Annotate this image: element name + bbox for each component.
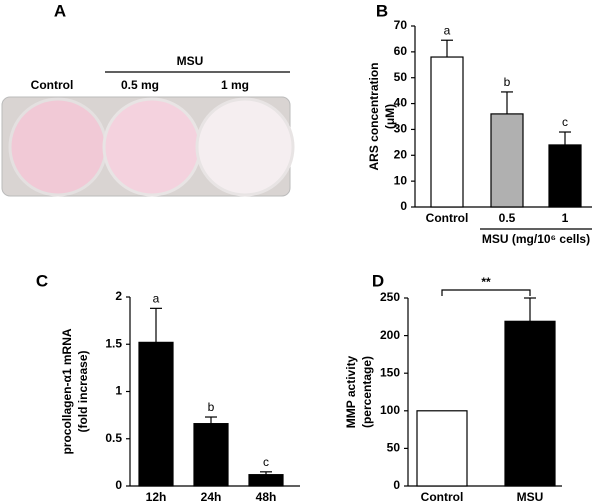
x-tick-label: 48h (256, 490, 277, 502)
panel-letter: C (36, 271, 48, 290)
well-1mg (195, 97, 295, 197)
bar (548, 144, 582, 208)
x-tick-label: 1 (562, 211, 569, 225)
bar (138, 341, 174, 487)
y-tick-label: 100 (380, 403, 400, 417)
bar (416, 410, 468, 487)
significance-letter: c (562, 115, 568, 129)
significance-letter: b (504, 75, 511, 89)
y-axis-label: procollagen-α1 mRNA (60, 328, 74, 454)
y-tick-label: 50 (387, 441, 401, 455)
y-tick-label: 40 (394, 96, 408, 110)
y-tick-label: 200 (380, 328, 400, 342)
y-tick-label: 30 (394, 122, 408, 136)
y-tick-label: 2 (115, 289, 122, 303)
y-tick-label: 150 (380, 365, 400, 379)
x-tick-label: 12h (146, 490, 167, 502)
y-tick-label: 0 (393, 478, 400, 492)
x-tick-label: Control (426, 211, 469, 225)
y-axis-label: MMP activity (344, 355, 358, 428)
y-axis-label: ARS concentration (367, 62, 381, 170)
panel-letter: D (372, 271, 384, 290)
bar (430, 56, 464, 208)
x-axis-label: MSU (mg/10⁶ cells) (482, 232, 590, 246)
y-tick-label: 0 (400, 199, 407, 213)
y-tick-label: 0 (115, 478, 122, 492)
y-axis-label: (percentage) (360, 356, 374, 428)
bar (248, 474, 284, 487)
significance-letter: b (208, 400, 215, 414)
y-axis-label: (μM) (383, 104, 397, 129)
significance-letter: c (263, 455, 269, 469)
x-tick-label: MSU (517, 490, 544, 502)
y-tick-label: 0.5 (105, 431, 122, 445)
y-tick-label: 10 (394, 173, 408, 187)
group-label: MSU (177, 54, 204, 68)
y-tick-label: 1 (115, 384, 122, 398)
bar (193, 423, 229, 487)
well-0-5mg (102, 97, 202, 197)
panel-letter: A (54, 1, 66, 20)
y-tick-label: 50 (394, 70, 408, 84)
x-tick-label: Control (421, 490, 464, 502)
y-tick-label: 20 (394, 147, 408, 161)
bar (490, 113, 524, 208)
well-label: 1 mg (221, 78, 249, 92)
significance-mark: ** (481, 275, 491, 289)
y-tick-label: 250 (380, 290, 400, 304)
y-axis-label: (fold increase) (76, 350, 90, 432)
well-control (8, 97, 108, 197)
y-tick-label: 70 (394, 18, 408, 32)
significance-bracket (441, 289, 531, 296)
x-tick-label: 0.5 (499, 211, 516, 225)
panel-letter: B (376, 1, 388, 20)
bar (504, 320, 556, 487)
y-tick-label: 1.5 (105, 336, 122, 350)
significance-letter: a (153, 292, 160, 306)
significance-letter: a (444, 23, 451, 37)
y-tick-label: 60 (394, 44, 408, 58)
well-label: Control (31, 78, 74, 92)
well-label: 0.5 mg (121, 78, 159, 92)
x-tick-label: 24h (201, 490, 222, 502)
